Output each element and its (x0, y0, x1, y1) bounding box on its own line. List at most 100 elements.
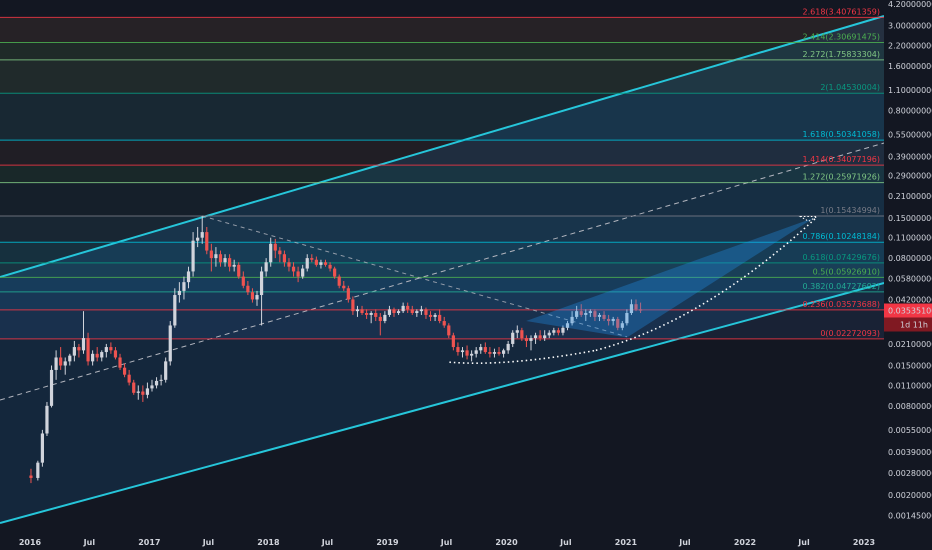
candle-body (483, 347, 487, 353)
candle-body (237, 264, 241, 277)
regression-channel[interactable] (0, 15, 885, 524)
fib-band (0, 93, 884, 141)
candle-body (164, 361, 168, 380)
candle-body (625, 313, 629, 324)
price-axis-tick-label: 0.02100000 (888, 340, 932, 349)
candle-body (168, 325, 172, 362)
candle-body (529, 338, 533, 341)
candle-body (154, 380, 159, 386)
candle-body (579, 311, 583, 315)
fib-band (0, 215, 884, 243)
fib-band (0, 182, 884, 216)
candle-body (86, 338, 90, 362)
dotted-arc-base (449, 349, 597, 364)
time-axis-tick-label: Jul (202, 538, 215, 547)
candle-body (49, 369, 54, 406)
drawing-overlays[interactable] (202, 215, 819, 364)
candle-body (501, 350, 506, 354)
candle-body (607, 318, 611, 322)
candle-body (543, 335, 547, 339)
candle-body (209, 250, 213, 259)
fib-band (0, 309, 884, 339)
price-axis[interactable]: 4.20000000 3.00000000 2.20000000 1.60000000… (884, 0, 932, 550)
candle-body (451, 335, 455, 348)
candle-body (127, 374, 131, 383)
countdown-tag (884, 317, 932, 332)
candle-body (301, 268, 305, 277)
candle-body (95, 353, 99, 358)
candle-body (442, 321, 446, 326)
fib-bands (0, 17, 884, 339)
price-axis-tick-label: 0.00145000 (888, 511, 932, 520)
candle-body (360, 309, 364, 314)
fib-levels[interactable]: 0(0.02272093) 0.236(0.03573688) 0.382(0.04… (0, 7, 884, 340)
candle-body (552, 330, 556, 333)
channel-lower-line (0, 282, 885, 524)
candle-body (259, 271, 264, 296)
candle-body (122, 367, 127, 375)
candlestick-series (29, 215, 643, 484)
candle-body (269, 243, 273, 263)
candle-body (255, 295, 259, 300)
candle-body (365, 313, 369, 315)
fib-band (0, 17, 884, 43)
fib-level-label: 2.618(3.40761359) (803, 7, 881, 16)
price-axis-tick-label: 0.00550000 (888, 426, 932, 435)
candle-body (296, 271, 300, 277)
candle-body (191, 240, 195, 272)
time-axis-tick-label: 2022 (734, 538, 756, 547)
time-axis-tick-label: 2018 (257, 538, 280, 547)
price-axis-tick-label: 0.00800000 (888, 402, 932, 411)
countdown-value: 1d 11h (900, 321, 928, 330)
time-axis-tick-label: Jul (321, 538, 334, 547)
fib-band (0, 262, 884, 278)
candle-body (524, 338, 529, 341)
candle-body (497, 352, 501, 354)
candle-body (40, 433, 44, 463)
candle-body (556, 330, 560, 333)
time-axis-tick-label: Jul (559, 538, 572, 547)
candle-body (77, 347, 81, 351)
last-price-value: 0.03535100 (888, 307, 932, 316)
candle-body (570, 316, 574, 324)
time-axis-tick-label: Jul (678, 538, 691, 547)
candle-body (355, 309, 360, 312)
candle-body (59, 357, 63, 366)
candle-body (470, 353, 474, 356)
candle-body (433, 314, 437, 317)
candle-body (447, 325, 451, 336)
price-axis-tick-label: 0.01100000 (888, 381, 932, 390)
candle-body (100, 352, 104, 358)
candle-body (438, 314, 442, 322)
price-axis-tick-label: 0.21000000 (888, 192, 932, 201)
candle-body (474, 350, 478, 354)
candle-body (182, 282, 186, 291)
candle-body (241, 276, 245, 286)
candle-body (392, 309, 396, 314)
fib-band (0, 59, 884, 94)
candle-body (223, 258, 227, 263)
candle-body (396, 311, 401, 314)
price-axis-tick-label: 0.08000000 (888, 254, 932, 263)
candle-body (287, 262, 291, 267)
candle-body (36, 462, 40, 478)
candle-body (515, 330, 519, 333)
candle-body (328, 264, 332, 269)
candle-body (200, 232, 204, 238)
candle-body (415, 311, 419, 314)
price-axis-background (884, 0, 932, 550)
candle-body (113, 350, 118, 358)
fib-level-label: 2.272(1.75833304) (803, 50, 881, 59)
channel-fill (0, 16, 884, 523)
candle-body (533, 335, 538, 339)
time-axis[interactable]: 2016 Jul 2017 Jul 2018 Jul 2019 Jul 2020 Jul 2021 J… (0, 532, 884, 550)
candle-body (310, 258, 314, 260)
candle-body (374, 313, 378, 317)
candle-body (520, 330, 524, 339)
candle-body (593, 311, 597, 317)
price-axis-tick-label: 0.80000000 (888, 106, 932, 115)
candle-body (460, 350, 465, 353)
candle-body (597, 314, 602, 317)
candle-body (150, 385, 154, 389)
